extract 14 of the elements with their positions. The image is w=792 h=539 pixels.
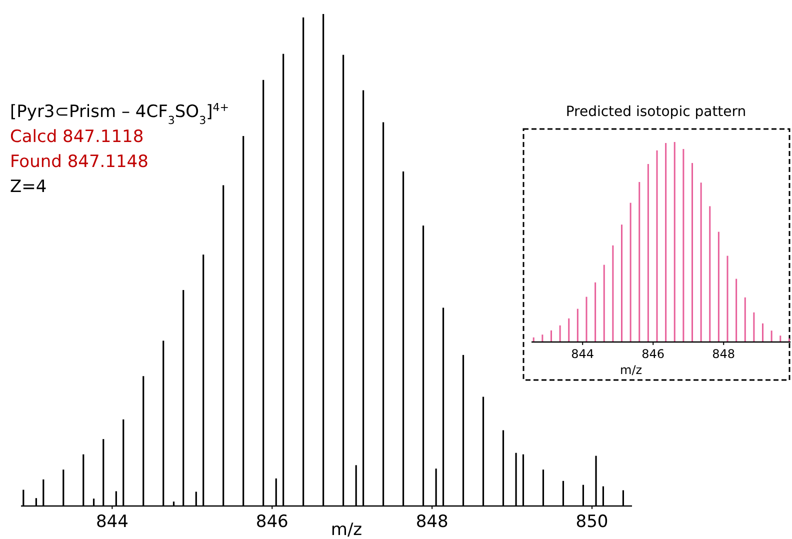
annotation: Z=4 <box>10 177 47 197</box>
annotation: [Pyr3⊂Prism – 4CF$_{3}$SO$_{3}$]$^{4+}$ <box>10 100 230 126</box>
x-tick-label: 846 <box>256 512 288 532</box>
x-tick-label: 844 <box>96 512 128 532</box>
x-tick-label: 846 <box>642 347 665 361</box>
annotation: Calcd 847.1118 <box>10 127 144 147</box>
x-tick-label: 848 <box>712 347 736 361</box>
x-tick-label: 850 <box>576 512 608 532</box>
x-tick-label: 844 <box>571 347 594 361</box>
x-tick-label: 848 <box>416 512 448 532</box>
x-axis-title: m/z <box>620 363 642 377</box>
annotation: Found 847.1148 <box>10 152 148 172</box>
chart-title: Predicted isotopic pattern <box>566 104 746 120</box>
x-axis-title: m/z <box>330 520 362 539</box>
